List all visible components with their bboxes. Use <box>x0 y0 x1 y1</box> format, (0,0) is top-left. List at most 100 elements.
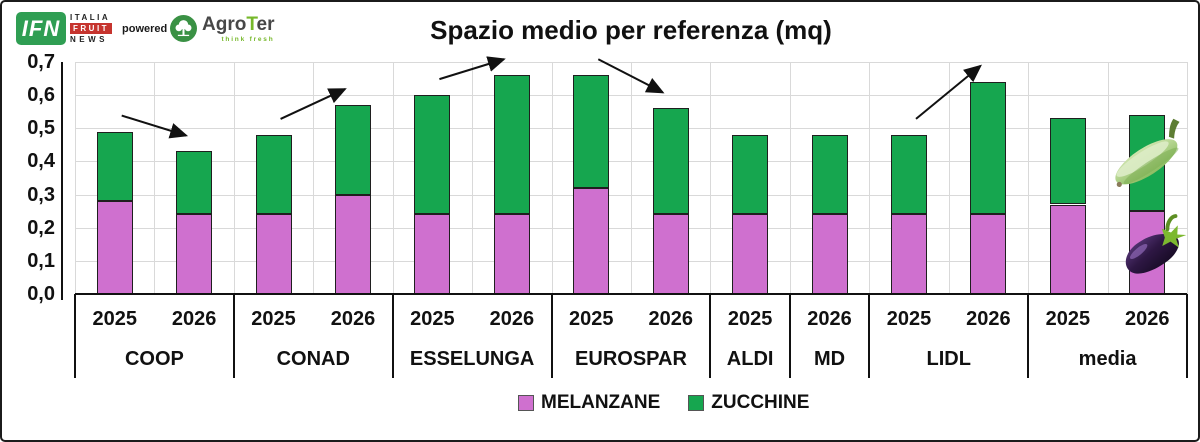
bar-segment-zucchine <box>176 151 213 215</box>
y-axis-tick-label: 0,7 <box>27 51 55 73</box>
y-axis-tick-label: 0,5 <box>27 117 55 140</box>
retailer-label: MD <box>814 347 846 370</box>
ifn-logo-news: NEWS <box>70 35 108 44</box>
gridline-vertical <box>710 62 712 294</box>
legend-label-zucchine: ZUCCHINE <box>711 392 810 413</box>
year-label: 2025 <box>886 307 932 330</box>
bar-segment-melanzane <box>1129 211 1166 294</box>
gridline-vertical <box>1187 62 1188 294</box>
group-divider <box>709 294 712 378</box>
bar-segment-zucchine <box>1049 118 1086 205</box>
y-axis-line <box>61 62 63 300</box>
ifn-logo-italia: ITALIA <box>70 13 111 22</box>
year-label: 2025 <box>569 307 614 330</box>
retailer-label: EUROSPAR <box>575 347 687 370</box>
year-label: 2025 <box>410 307 455 330</box>
retailer-label: ALDI <box>726 347 774 370</box>
year-label: 2025 <box>251 307 296 330</box>
bar-segment-zucchine <box>891 134 927 215</box>
retailer-label: COOP <box>124 347 184 370</box>
year-label: 2026 <box>966 307 1011 330</box>
year-label: 2026 <box>330 307 376 330</box>
bar-segment-zucchine <box>493 75 530 215</box>
bar-segment-zucchine <box>1129 115 1166 212</box>
y-axis-tick-label: 0,6 <box>27 84 55 107</box>
bar-segment-melanzane <box>255 214 292 294</box>
bar-segment-melanzane <box>732 214 769 294</box>
year-label: 2026 <box>807 307 852 330</box>
gridline-vertical <box>551 62 553 294</box>
bar-segment-melanzane <box>970 214 1007 294</box>
bar-segment-zucchine <box>573 75 610 188</box>
group-divider <box>1027 294 1030 378</box>
agroter-name-er: er <box>256 14 275 35</box>
bar-segment-zucchine <box>732 134 769 215</box>
y-axis-tick-label: 0,0 <box>27 283 55 305</box>
bar-segment-zucchine <box>414 95 451 215</box>
x-axis-line <box>75 293 1187 295</box>
bar-segment-melanzane <box>493 214 530 294</box>
retailer-label: CONAD <box>276 347 350 370</box>
group-divider <box>74 294 76 378</box>
year-label: 2025 <box>1045 307 1091 330</box>
bar-segment-zucchine <box>811 134 848 215</box>
tree-icon <box>170 15 197 42</box>
year-label: 2026 <box>171 307 217 330</box>
agroter-tagline: think fresh <box>221 36 275 43</box>
agroter-logo: AgroTer think fresh <box>170 15 275 43</box>
bar-segment-melanzane <box>414 214 451 294</box>
powered-by-label: powered by <box>122 23 184 35</box>
bar-segment-melanzane <box>811 214 848 294</box>
year-label: 2025 <box>92 307 137 330</box>
legend-item-zucchine: ZUCCHINE <box>688 392 809 414</box>
ifn-logo-fruit: FRUIT <box>70 23 113 34</box>
year-label: 2026 <box>1125 307 1170 330</box>
bar-segment-zucchine <box>652 108 689 215</box>
legend-swatch-melanzane <box>518 395 534 411</box>
gridline-vertical <box>233 62 235 294</box>
ifn-logo: IFN ITALIA FRUIT NEWS <box>16 12 113 45</box>
agroter-name-t: T <box>246 14 257 35</box>
legend-item-melanzane: MELANZANE <box>518 392 660 414</box>
group-divider <box>232 294 235 378</box>
legend-label-melanzane: MELANZANE <box>541 392 661 413</box>
bar-segment-melanzane <box>176 214 213 294</box>
gridline-vertical <box>948 62 950 294</box>
agroter-name: AgroTer <box>202 15 275 35</box>
year-label: 2026 <box>489 307 535 330</box>
bar-segment-zucchine <box>255 134 292 215</box>
gridline-vertical <box>1107 62 1109 294</box>
year-label: 2025 <box>727 307 773 330</box>
group-divider <box>550 294 553 378</box>
gridline-vertical <box>313 62 315 294</box>
y-axis-tick-label: 0,4 <box>27 150 55 173</box>
bar-segment-melanzane <box>891 214 927 294</box>
year-label: 2026 <box>648 307 693 330</box>
group-divider <box>391 294 394 378</box>
legend: MELANZANE ZUCCHINE <box>518 392 809 414</box>
bar-segment-melanzane <box>652 214 689 294</box>
gridline-vertical <box>75 62 76 294</box>
gridline-vertical <box>789 62 791 294</box>
gridline-vertical <box>869 62 871 294</box>
bar-segment-zucchine <box>96 131 133 202</box>
gridline-vertical <box>631 62 632 294</box>
group-divider <box>1186 294 1188 378</box>
bar-segment-melanzane <box>96 201 133 294</box>
gridline-vertical <box>1028 62 1030 294</box>
gridline-vertical <box>154 62 156 294</box>
group-divider <box>788 294 791 378</box>
retailer-label: ESSELUNGA <box>409 347 535 370</box>
bar-segment-melanzane <box>335 194 371 294</box>
ifn-logo-mark: IFN <box>16 12 66 45</box>
retailer-label: LIDL <box>926 347 971 370</box>
legend-swatch-zucchine <box>688 395 705 411</box>
bar-segment-zucchine <box>970 81 1007 215</box>
bar-segment-melanzane <box>1049 204 1086 294</box>
bar-segment-zucchine <box>335 105 371 195</box>
gridline-vertical <box>472 62 474 294</box>
y-axis-tick-label: 0,2 <box>27 216 55 239</box>
y-axis-tick-label: 0,1 <box>27 249 55 272</box>
